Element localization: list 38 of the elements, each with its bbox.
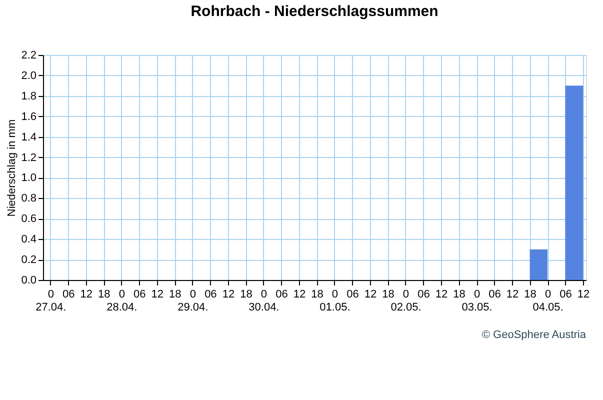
x-tick-label: 12 bbox=[364, 288, 377, 300]
y-tick-label: 0.2 bbox=[21, 254, 36, 266]
x-tick-label: 18 bbox=[382, 288, 394, 300]
y-tick-label: 0.4 bbox=[21, 234, 36, 246]
y-tick-label: 1.0 bbox=[21, 172, 36, 184]
x-tick-label: 12 bbox=[293, 288, 306, 300]
y-tick-label: 0.6 bbox=[21, 213, 36, 226]
x-tick-label: 06 bbox=[204, 288, 217, 300]
x-tick-label: 12 bbox=[435, 288, 448, 300]
y-tick-label: 1.2 bbox=[21, 152, 36, 164]
y-tick-label: 0.0 bbox=[21, 274, 36, 286]
x-tick-label: 06 bbox=[134, 288, 146, 300]
y-tick-label: 2.0 bbox=[21, 70, 36, 82]
x-tick-label: 06 bbox=[488, 288, 501, 300]
x-tick-label: 06 bbox=[346, 288, 359, 300]
text: © GeoSphere Austria bbox=[482, 329, 587, 341]
x-tick-label: 18 bbox=[311, 288, 324, 300]
x-tick-label: 06 bbox=[276, 288, 288, 300]
y-axis-title: Niederschlag in mm bbox=[6, 119, 18, 217]
x-tick-label: 12 bbox=[151, 288, 164, 300]
x-tick-label: 18 bbox=[524, 288, 536, 300]
y-tick-label: 1.8 bbox=[21, 90, 36, 102]
x-tick-label: 12 bbox=[577, 288, 590, 300]
x-tick-label: 12 bbox=[80, 288, 93, 300]
x-tick-label: 06 bbox=[418, 288, 430, 300]
y-tick-label: 0.8 bbox=[21, 192, 36, 205]
y-tick-label: 1.6 bbox=[21, 110, 36, 123]
x-tick-label: 18 bbox=[98, 288, 110, 300]
x-tick-label: 06 bbox=[560, 288, 572, 300]
chart-title: Rohrbach - Niederschlagssummen bbox=[190, 3, 438, 20]
y-tick-label: 1.4 bbox=[21, 131, 36, 144]
y-tick-label: 2.2 bbox=[21, 50, 36, 62]
x-tick-label: 12 bbox=[506, 288, 519, 300]
x-tick-label: 06 bbox=[62, 288, 75, 300]
x-tick-label: 12 bbox=[222, 288, 235, 300]
x-tick-label: 18 bbox=[169, 288, 182, 300]
x-tick-label: 18 bbox=[240, 288, 252, 300]
x-tick-label: 18 bbox=[453, 288, 466, 300]
